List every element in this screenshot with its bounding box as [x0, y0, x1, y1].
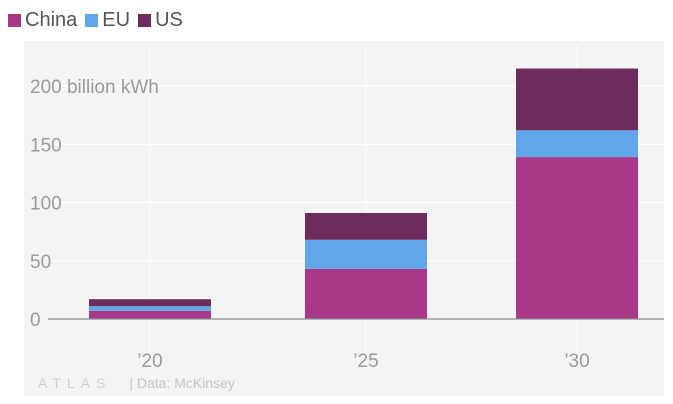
y-tick-label-3: 150 [30, 135, 62, 156]
legend-item-us: US [138, 9, 183, 32]
y-tick-label-4: 200 billion kWh [30, 77, 159, 98]
legend-swatch-us [138, 13, 152, 27]
bar-eu-2 [516, 130, 638, 158]
bar-china-2 [516, 157, 638, 319]
legend-label-us: US [155, 8, 183, 31]
y-tick-label-0: 0 [30, 310, 41, 331]
y-tick-label-1: 50 [30, 252, 51, 273]
bar-china-1 [305, 268, 427, 319]
x-tick-label-1: ’25 [353, 351, 378, 372]
x-tick-label-2: ’30 [564, 351, 589, 372]
x-tick-label-0: ’20 [137, 351, 162, 372]
legend-label-eu: EU [102, 8, 131, 31]
atlas-logo: ATLAS [38, 375, 112, 391]
legend-swatch-china [8, 13, 21, 27]
legend-label-china: China [25, 8, 78, 31]
source-note: | Data: McKinsey [129, 375, 235, 391]
legend-item-china: China [8, 9, 77, 32]
bar-us-2 [516, 68, 638, 131]
bar-us-1 [305, 212, 427, 240]
bar-eu-1 [305, 239, 427, 269]
legend-swatch-eu [85, 13, 99, 27]
y-tick-label-2: 100 [30, 194, 62, 215]
legend: China EU US [8, 7, 191, 33]
bar-eu-0 [89, 306, 211, 311]
bar-china-0 [89, 310, 211, 319]
footer: ATLAS | Data: McKinsey [38, 373, 235, 393]
bar-us-0 [89, 299, 211, 307]
legend-item-eu: EU [85, 9, 130, 32]
